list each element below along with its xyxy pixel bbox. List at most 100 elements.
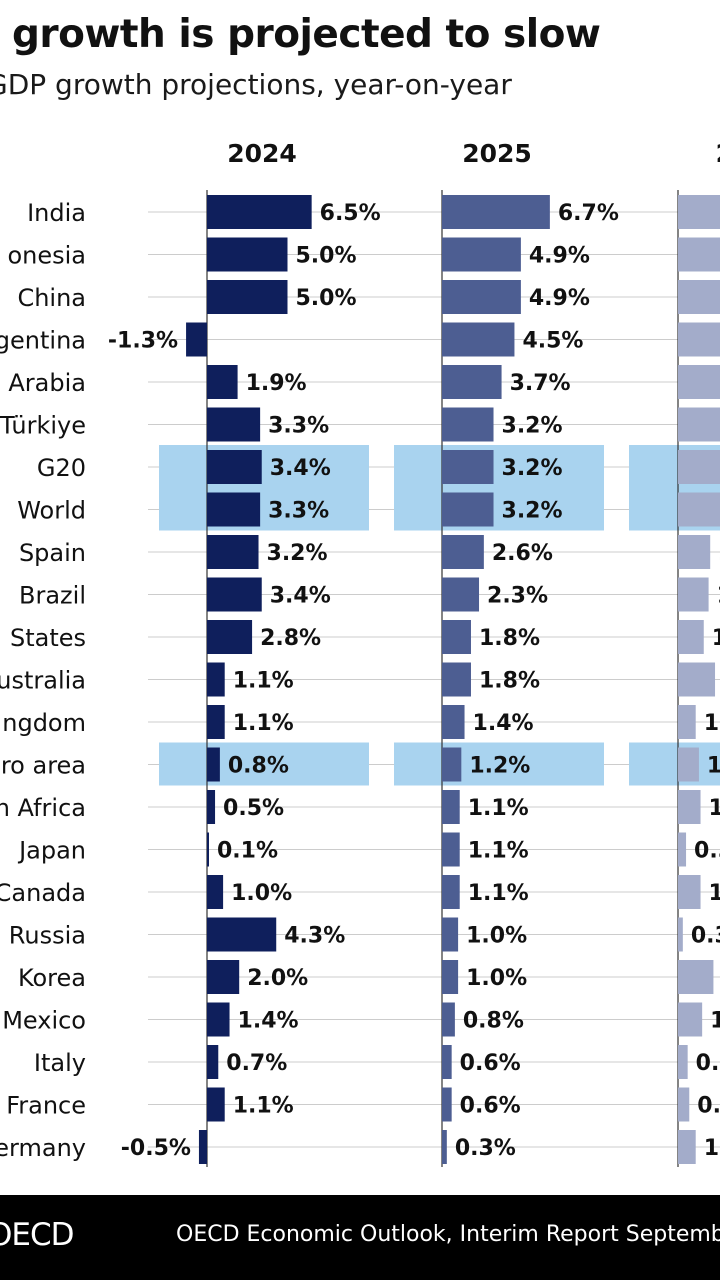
category-label: n Africa: [0, 794, 86, 822]
bar: [442, 1045, 452, 1079]
bar: [442, 790, 460, 824]
bar: [678, 917, 683, 952]
bar: [442, 577, 480, 612]
data-label: 1.1%: [233, 669, 294, 694]
data-label: 1.0%: [466, 924, 527, 949]
data-label: 3.4%: [270, 584, 331, 609]
bar: [678, 875, 701, 909]
bar: [678, 960, 714, 994]
bar: [442, 620, 471, 654]
data-label: 1: [704, 1136, 719, 1161]
bar: [442, 1002, 455, 1037]
gdp-growth-chart: 2024 6.5% 5.0% 5.0% -1.3% 1.9% 3.3% 3.4% 3.3% 3.2…: [0, 139, 720, 1167]
data-label: 0.3: [691, 924, 720, 949]
bar: [207, 747, 220, 782]
bar: [442, 875, 460, 909]
data-label: -0.5%: [121, 1136, 191, 1161]
category-label: ustralia: [0, 667, 86, 695]
data-label: 1: [710, 1009, 720, 1034]
category-label: Türkiye: [0, 412, 86, 440]
bar: [442, 1130, 447, 1164]
data-label: 0.6: [696, 1051, 720, 1076]
bar: [678, 577, 709, 612]
data-label: 6.5%: [320, 201, 381, 226]
category-label: China: [17, 284, 86, 312]
highlight-band: [159, 445, 369, 531]
chart-title: l growth is projected to slow: [0, 12, 601, 57]
bar: [442, 237, 521, 272]
data-label: 5.0%: [296, 286, 357, 311]
category-label: India: [27, 199, 86, 227]
bar: [198, 1130, 207, 1164]
bar: [678, 535, 711, 569]
category-label: Canada: [0, 879, 86, 907]
bar: [186, 322, 207, 357]
data-label: 4.9%: [529, 244, 590, 269]
footer-bar: OECD OECD Economic Outlook, Interim Repo…: [0, 1195, 720, 1280]
bar: [442, 535, 484, 569]
category-label: Spain: [19, 539, 86, 567]
bar: [678, 280, 720, 314]
bar: [678, 832, 687, 867]
data-label: 1.1%: [468, 796, 529, 821]
bar: [207, 195, 312, 229]
data-label: 1.: [707, 754, 720, 779]
bar: [442, 492, 494, 527]
bar: [678, 407, 720, 442]
bar: [207, 577, 262, 612]
category-label: Brazil: [19, 582, 86, 610]
bar: [678, 790, 701, 824]
bar: [678, 195, 720, 229]
highlight-band: [394, 742, 604, 786]
source-text: OECD Economic Outlook, Interim Report Se…: [176, 1222, 720, 1247]
data-label: 0.8%: [463, 1009, 524, 1034]
highlight-band: [394, 445, 604, 531]
data-label: 0.7%: [226, 1051, 287, 1076]
highlight-band: [629, 742, 720, 786]
data-label: 3.3%: [268, 414, 329, 439]
bar: [678, 492, 720, 527]
bar: [442, 407, 494, 442]
bar: [207, 790, 216, 824]
bar: [442, 832, 460, 867]
data-label: 1.1%: [468, 881, 529, 906]
data-label: 1.8%: [479, 626, 540, 651]
category-label: onesia: [7, 242, 86, 270]
data-label: 4.3%: [284, 924, 345, 949]
bar: [207, 875, 224, 909]
bar: [442, 195, 550, 229]
data-label: 2.8%: [260, 626, 321, 651]
bar: [207, 620, 253, 654]
data-label: 3.3%: [268, 499, 329, 524]
data-label: 1.0%: [466, 966, 527, 991]
data-label: 3.7%: [510, 371, 571, 396]
bar: [678, 747, 699, 782]
category-label: Arabia: [8, 369, 86, 397]
data-label: 0.5: [694, 839, 720, 864]
bar: [207, 450, 262, 484]
bar: [207, 492, 261, 527]
bar: [442, 280, 521, 314]
data-label: 4.5%: [522, 329, 583, 354]
category-label: States: [10, 624, 86, 652]
year-header-2024: 2024: [227, 139, 297, 168]
data-label: 3.2%: [502, 456, 563, 481]
bar: [678, 365, 720, 399]
category-label: Russia: [9, 922, 86, 950]
data-label: 1.4%: [238, 1009, 299, 1034]
bar: [207, 960, 240, 994]
category-label: Korea: [18, 964, 86, 992]
bar: [678, 237, 720, 272]
year-header-20: 20: [716, 139, 720, 168]
bar: [678, 620, 704, 654]
data-label: 2: [718, 541, 720, 566]
data-label: 1.: [704, 711, 720, 736]
bar: [207, 917, 277, 952]
highlight-band: [159, 742, 369, 786]
data-label: 0.: [697, 1094, 720, 1119]
bar: [207, 280, 288, 314]
data-label: 1: [717, 584, 720, 609]
data-label: 0.5%: [223, 796, 284, 821]
bar: [678, 322, 720, 357]
bar: [442, 662, 471, 697]
